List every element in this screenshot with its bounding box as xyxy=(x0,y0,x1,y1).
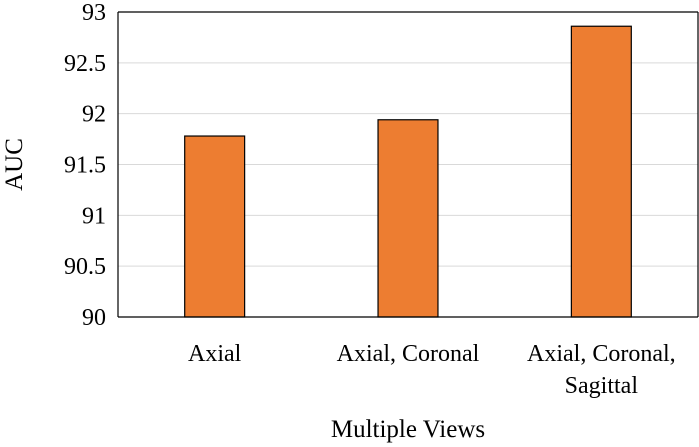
y-tick-label: 91.5 xyxy=(64,153,106,179)
y-tick-label: 91 xyxy=(82,203,106,229)
y-tick-label: 92.5 xyxy=(64,51,106,77)
bar xyxy=(570,25,632,318)
y-tick-label: 92 xyxy=(82,102,106,128)
bar xyxy=(184,135,246,318)
y-tick-label: 93 xyxy=(82,0,106,26)
y-tick-label: 90.5 xyxy=(64,254,106,280)
x-tick-label: Axial, Coronal xyxy=(337,341,480,367)
bars xyxy=(184,25,632,318)
y-tick-label: 90 xyxy=(82,305,106,331)
x-tick-label: Sagittal xyxy=(565,373,639,399)
axes xyxy=(117,11,699,318)
x-axis-title: Multiple Views xyxy=(331,416,485,443)
x-tick-label: Axial xyxy=(188,341,242,367)
y-tick-labels: 90 90.5 91 91.5 92 92.5 93 xyxy=(64,0,106,331)
x-tick-labels: Axial Axial, Coronal Axial, Coronal, Sagitt… xyxy=(188,341,676,399)
y-axis-title: AUC xyxy=(1,138,28,191)
bar xyxy=(377,119,439,318)
x-tick-label: Axial, Coronal, xyxy=(527,341,676,367)
